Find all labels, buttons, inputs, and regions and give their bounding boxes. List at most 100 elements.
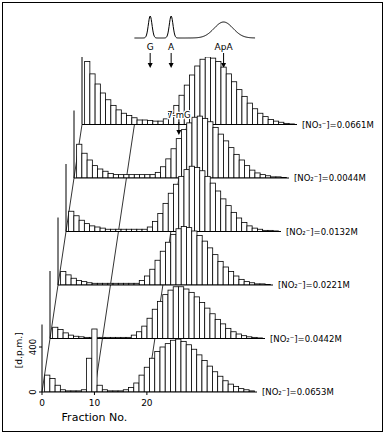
bar bbox=[134, 383, 139, 392]
bar bbox=[147, 227, 152, 232]
bar bbox=[92, 166, 97, 178]
x-tick-label: 20 bbox=[141, 398, 153, 408]
bar bbox=[150, 358, 155, 392]
bar bbox=[90, 226, 95, 232]
panel-axis bbox=[50, 271, 51, 339]
bar bbox=[171, 149, 176, 178]
bar bbox=[85, 62, 90, 125]
bar bbox=[233, 386, 238, 392]
bar bbox=[165, 344, 170, 392]
bar bbox=[171, 234, 176, 285]
bar bbox=[150, 175, 155, 178]
bar bbox=[237, 90, 242, 125]
marker-label: G bbox=[147, 42, 154, 52]
bar bbox=[160, 251, 165, 285]
bar bbox=[95, 227, 100, 232]
bar bbox=[71, 278, 76, 285]
bar bbox=[189, 166, 194, 231]
bar bbox=[231, 332, 236, 339]
bar bbox=[82, 282, 87, 285]
bar bbox=[140, 175, 145, 178]
bar bbox=[139, 375, 144, 392]
bar bbox=[216, 62, 221, 125]
bar bbox=[231, 82, 236, 125]
annotation-arrow bbox=[178, 122, 179, 131]
chart: GAApA[NO₃⁻]=0.0661M[NO₂⁻]=0.0044M[NO₂⁻]=… bbox=[0, 0, 385, 434]
bar bbox=[87, 160, 92, 178]
x-tick-label: 10 bbox=[89, 398, 101, 408]
bar bbox=[181, 341, 186, 392]
bar bbox=[205, 176, 210, 231]
panel-baseline bbox=[66, 231, 281, 232]
bar bbox=[212, 372, 217, 392]
bar bbox=[244, 166, 249, 178]
x-axis-label: Fraction No. bbox=[62, 411, 128, 424]
panel-baseline bbox=[50, 338, 265, 339]
arrow-head bbox=[169, 63, 174, 68]
marker-label: ApA bbox=[215, 42, 234, 52]
bar bbox=[55, 385, 60, 392]
bar bbox=[268, 119, 273, 124]
bar bbox=[100, 228, 105, 231]
bar bbox=[82, 153, 87, 178]
bar bbox=[178, 287, 183, 339]
bar bbox=[186, 228, 191, 285]
bar bbox=[231, 212, 236, 231]
panel-bars bbox=[77, 116, 287, 178]
bar bbox=[239, 389, 244, 392]
bar bbox=[252, 228, 257, 231]
bar bbox=[168, 290, 173, 338]
bar bbox=[142, 120, 147, 125]
bar bbox=[226, 328, 231, 338]
y-tick-label: 400 bbox=[28, 339, 38, 355]
bar bbox=[247, 226, 252, 232]
arrow-head bbox=[176, 130, 181, 135]
bar bbox=[218, 376, 223, 392]
frame bbox=[3, 3, 383, 432]
bar bbox=[145, 175, 150, 178]
bar bbox=[255, 173, 260, 178]
bar bbox=[150, 269, 155, 285]
bar bbox=[247, 103, 252, 124]
bar bbox=[242, 96, 247, 124]
bar bbox=[63, 333, 68, 339]
bar bbox=[106, 100, 111, 125]
bar bbox=[194, 167, 199, 231]
bar bbox=[184, 289, 189, 339]
bar bbox=[158, 121, 163, 124]
bar bbox=[161, 167, 166, 178]
elution-profile bbox=[134, 16, 255, 38]
bar bbox=[186, 345, 191, 392]
panel-axis bbox=[82, 57, 83, 125]
bar bbox=[77, 144, 82, 178]
bar bbox=[197, 355, 202, 392]
bar bbox=[179, 176, 184, 231]
bar bbox=[239, 279, 244, 285]
bar bbox=[229, 148, 234, 178]
bar bbox=[113, 175, 118, 178]
bar bbox=[221, 199, 226, 232]
depth-guide bbox=[94, 125, 134, 393]
bar bbox=[236, 334, 241, 339]
bar bbox=[79, 220, 84, 231]
bar bbox=[202, 361, 207, 393]
bar bbox=[98, 169, 103, 178]
bar bbox=[250, 170, 255, 178]
bar bbox=[218, 261, 223, 285]
bar bbox=[145, 276, 150, 285]
bar bbox=[74, 216, 79, 232]
bar bbox=[166, 242, 171, 285]
bar bbox=[213, 127, 218, 178]
bar bbox=[108, 174, 113, 179]
bar bbox=[199, 303, 204, 339]
bar bbox=[208, 122, 213, 178]
bar bbox=[176, 339, 181, 392]
bar bbox=[166, 159, 171, 178]
annotation: 7-mG bbox=[167, 110, 190, 120]
depth-guide bbox=[147, 125, 187, 393]
bar bbox=[153, 121, 158, 124]
bar bbox=[84, 224, 89, 232]
bar bbox=[223, 381, 228, 392]
x-tick bbox=[94, 392, 95, 395]
bar bbox=[210, 314, 215, 339]
